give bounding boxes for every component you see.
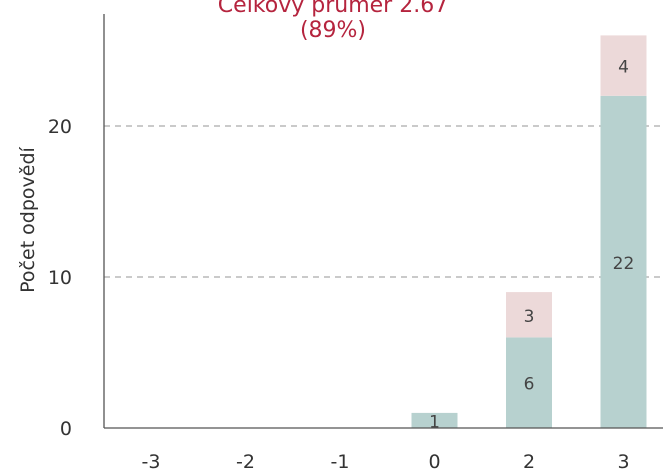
x-tick-labels: -3 -2 -1 0 2 3 [142, 451, 630, 473]
chart-title: Celkový průměr 2.67 (89%) [218, 0, 448, 43]
x-tick-label--3: -3 [142, 451, 161, 470]
chart-title-line-2: (89%) [300, 18, 366, 43]
bar-2-segment-1 [506, 337, 552, 428]
x-tick-label--1: -1 [331, 451, 350, 470]
bar-0-segment-1 [411, 412, 458, 428]
bar-labels: 1 6 3 22 4 [429, 58, 634, 433]
bar-label-2-segment-2: 3 [524, 307, 535, 327]
bar-label-3-segment-2: 4 [618, 58, 629, 78]
bar-3-segment-1 [600, 95, 647, 429]
axes [103, 14, 663, 429]
x-tick-label--2: -2 [236, 451, 255, 470]
y-tick-labels: 0 10 20 [48, 116, 72, 440]
chart-title-line-1: Celkový průměr 2.67 [218, 0, 448, 18]
y-tick-label-20: 20 [48, 116, 72, 138]
x-tick-label-3: 3 [617, 451, 629, 470]
bar-label-2-segment-1: 6 [524, 375, 535, 395]
bar-2-segment-2 [506, 292, 552, 338]
y-tick-label-10: 10 [48, 267, 72, 289]
grid-lines [104, 125, 663, 278]
bar-label-3-segment-1: 22 [613, 254, 635, 274]
bar-label-0-segment-1: 1 [429, 412, 440, 432]
x-tick-label-2: 2 [523, 451, 535, 470]
bar-3-segment-2 [600, 35, 647, 96]
x-tick-label-0: 0 [428, 451, 440, 470]
bars [411, 35, 647, 429]
y-axis-title: Počet odpovědí [17, 146, 39, 292]
y-tick-label-0: 0 [60, 418, 72, 440]
